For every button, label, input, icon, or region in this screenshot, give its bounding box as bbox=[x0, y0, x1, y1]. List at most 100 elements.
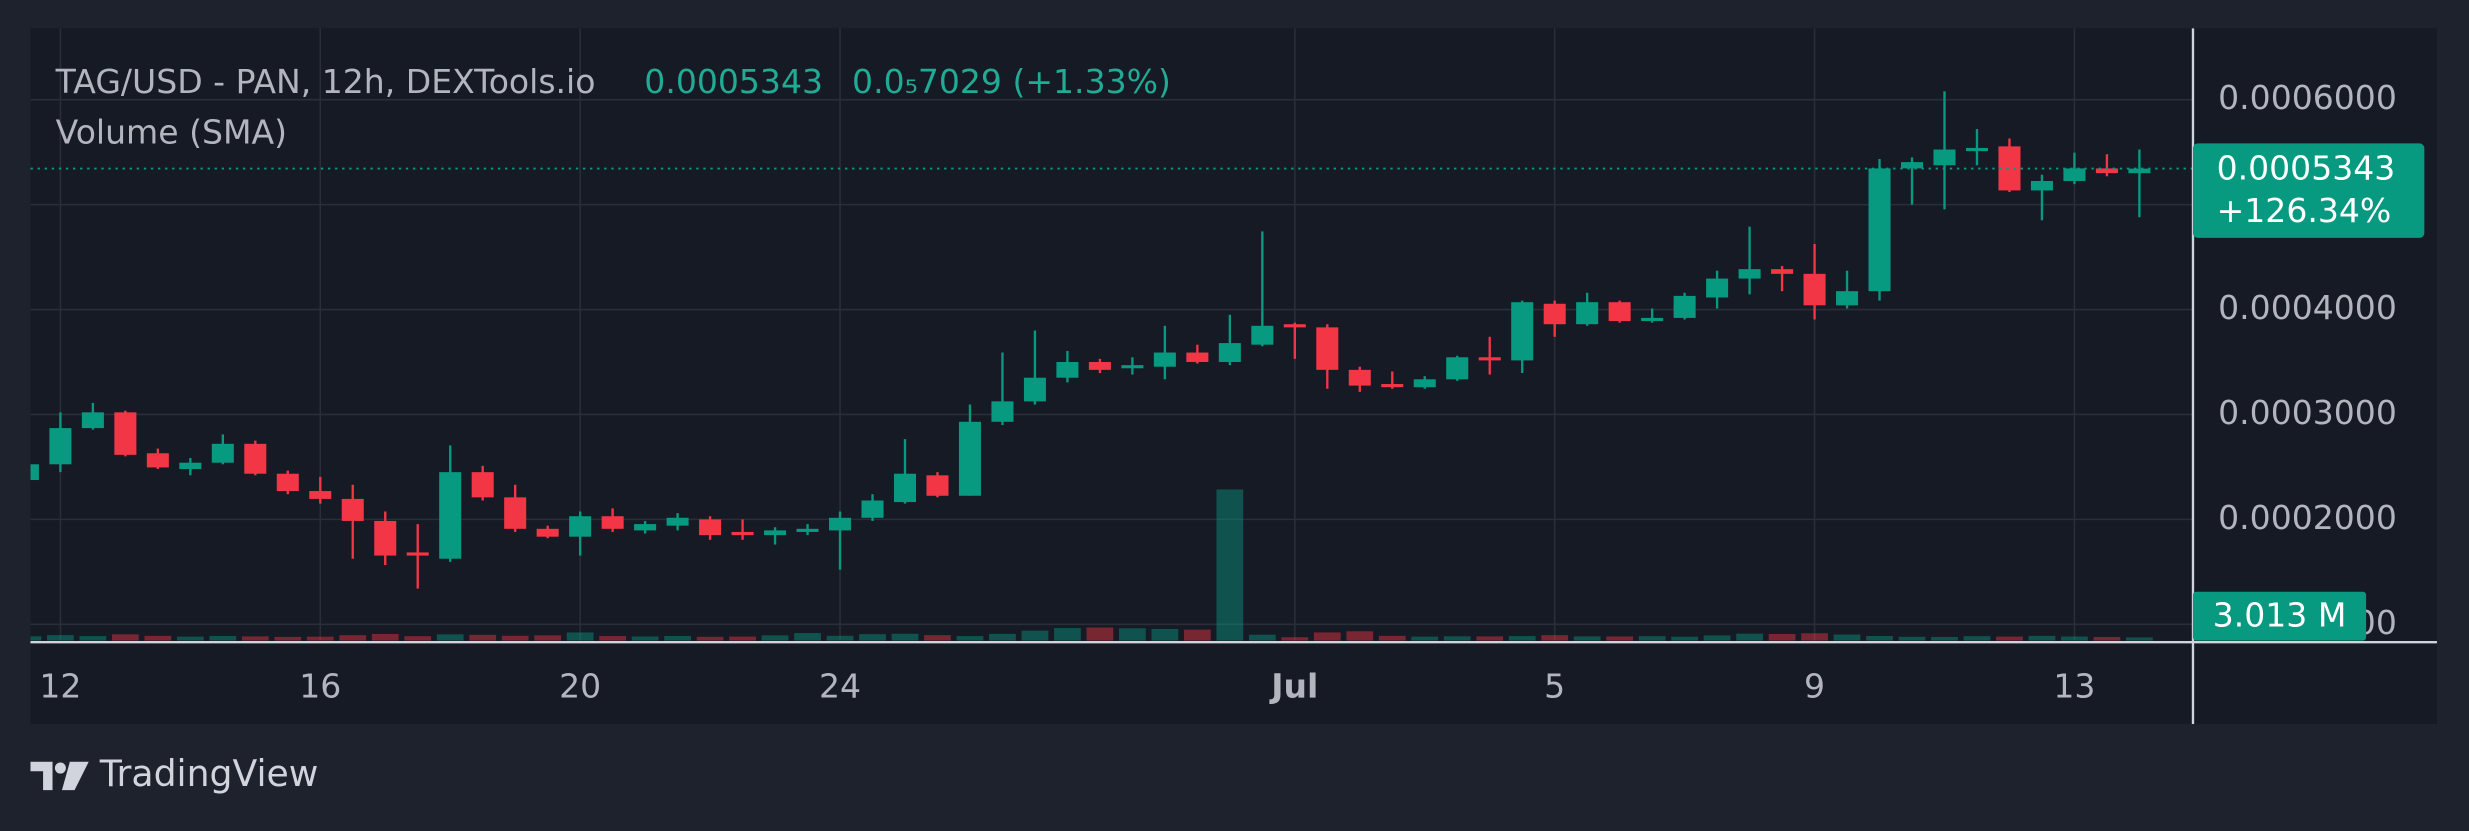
volume-bar bbox=[1866, 635, 1893, 641]
candle-body bbox=[2063, 168, 2086, 181]
volume-bar bbox=[1606, 636, 1634, 641]
candle-body bbox=[1478, 357, 1501, 361]
candle-body bbox=[1023, 377, 1046, 402]
candle-body bbox=[1771, 269, 1794, 274]
volume-bar bbox=[176, 636, 204, 641]
candle-body bbox=[1283, 324, 1306, 328]
y-tick-label: 0.0006000 bbox=[2218, 78, 2397, 117]
volume-bar bbox=[1151, 628, 1179, 641]
volume-bar bbox=[1346, 631, 1374, 641]
candle-body bbox=[731, 531, 754, 536]
volume-bar bbox=[79, 636, 107, 641]
volume-bar bbox=[339, 635, 367, 641]
volume-bar bbox=[1086, 627, 1114, 641]
volume-bar bbox=[111, 634, 139, 641]
volume-bar bbox=[956, 636, 984, 641]
chart-pane bbox=[30, 28, 2437, 724]
price-tag-value: 0.0005343 bbox=[2217, 149, 2396, 188]
volume-bar bbox=[1183, 629, 1211, 641]
candle-body bbox=[406, 552, 429, 556]
candle-body bbox=[81, 412, 104, 429]
volume-bar bbox=[436, 634, 464, 641]
candle-body bbox=[1511, 302, 1534, 361]
volume-bar bbox=[144, 635, 172, 641]
candle-body bbox=[1446, 357, 1469, 380]
candle-body bbox=[1608, 302, 1631, 322]
volume-bar bbox=[241, 636, 269, 641]
volume-bar bbox=[631, 636, 659, 641]
candle-body bbox=[796, 528, 819, 532]
volume-bar bbox=[1508, 636, 1536, 641]
candle-body bbox=[1153, 352, 1176, 367]
volume-bar bbox=[1671, 636, 1699, 641]
volume-bar bbox=[1313, 632, 1341, 641]
volume-bar bbox=[664, 635, 691, 641]
volume-layer bbox=[30, 489, 2153, 641]
candle-body bbox=[30, 464, 39, 481]
logo-mark bbox=[30, 761, 53, 791]
candle-body bbox=[146, 453, 169, 468]
candle-body bbox=[1673, 295, 1696, 318]
x-tick-label: 24 bbox=[819, 666, 861, 705]
candle-body bbox=[1413, 379, 1436, 388]
volume-bar bbox=[2028, 635, 2056, 641]
candle-body bbox=[764, 530, 787, 536]
candle-body bbox=[2030, 180, 2053, 191]
x-tick-label: 5 bbox=[1544, 666, 1565, 705]
volume-bar bbox=[1703, 635, 1731, 641]
volume-bar bbox=[1638, 636, 1666, 641]
candle-body bbox=[926, 475, 949, 496]
volume-bar bbox=[1248, 634, 1276, 641]
candle-body bbox=[471, 472, 494, 498]
candle-body bbox=[699, 519, 722, 536]
candle-body bbox=[1381, 384, 1404, 388]
volume-title: Volume (SMA) bbox=[56, 112, 287, 151]
volume-bar bbox=[1054, 628, 1081, 641]
candle-body bbox=[374, 520, 397, 556]
volume-bar bbox=[1411, 636, 1439, 641]
volume-bar bbox=[2093, 637, 2121, 641]
volume-bar bbox=[794, 633, 821, 641]
volume-bar bbox=[534, 635, 562, 641]
candle-layer bbox=[30, 91, 2193, 589]
candle-body bbox=[1251, 325, 1274, 345]
candle-body bbox=[1706, 278, 1729, 298]
volume-bar bbox=[1573, 636, 1601, 641]
candle-body bbox=[829, 517, 852, 531]
candle-body bbox=[861, 500, 884, 518]
volume-bar bbox=[989, 633, 1016, 641]
candle-body bbox=[309, 491, 332, 499]
volume-bar bbox=[826, 635, 854, 641]
candle-body bbox=[634, 524, 657, 531]
candle-body bbox=[504, 497, 527, 529]
volume-bar bbox=[2061, 636, 2088, 641]
volume-bar bbox=[274, 636, 302, 641]
y-tick-label: 0.0002000 bbox=[2218, 498, 2397, 537]
volume-tag-value: 3.013 M bbox=[2213, 595, 2347, 634]
x-tick-label: 13 bbox=[2053, 666, 2095, 705]
volume-bar bbox=[696, 636, 724, 641]
candle-body bbox=[1543, 303, 1566, 325]
x-tick-label: 9 bbox=[1804, 666, 1825, 705]
candle-body bbox=[1738, 269, 1761, 279]
candle-body bbox=[1218, 343, 1241, 362]
x-tick-label: 16 bbox=[299, 666, 341, 705]
candle-body bbox=[1933, 149, 1956, 166]
candle-body bbox=[1836, 291, 1859, 306]
candle-body bbox=[49, 428, 72, 465]
candle-body bbox=[341, 498, 364, 521]
volume-bar bbox=[306, 636, 334, 641]
x-tick-label: 20 bbox=[559, 666, 601, 705]
candle-body bbox=[114, 412, 137, 455]
candle-body bbox=[1998, 146, 2021, 191]
volume-bar bbox=[566, 632, 594, 641]
chart-title: TAG/USD - PAN, 12h, DEXTools.io bbox=[55, 62, 596, 101]
volume-bar bbox=[891, 633, 919, 641]
candle-body bbox=[569, 516, 592, 537]
volume-bar bbox=[209, 635, 237, 641]
candle-body bbox=[536, 528, 559, 537]
candle-body bbox=[1348, 369, 1371, 386]
x-tick-label: 12 bbox=[39, 666, 81, 705]
volume-bar bbox=[1378, 635, 1406, 641]
